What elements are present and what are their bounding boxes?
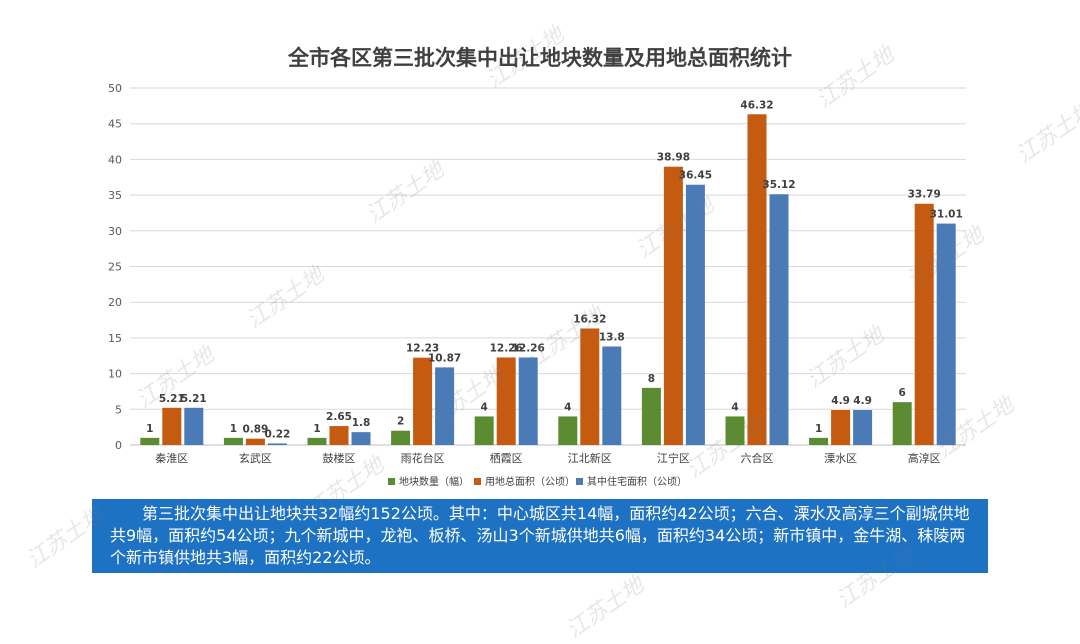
bar: [725, 416, 745, 445]
bar: [474, 416, 494, 445]
gridlines: [130, 87, 966, 446]
x-tick-label: 溧水区: [824, 451, 857, 465]
bar: [892, 402, 912, 445]
data-label: 31.01: [930, 209, 963, 221]
data-label: 5.21: [181, 393, 207, 405]
y-tick-label: 5: [115, 403, 122, 416]
x-tick-label: 栖霞区: [490, 451, 523, 465]
bar: [747, 114, 767, 445]
legend-swatch: [576, 478, 583, 485]
data-label: 4.9: [853, 395, 872, 407]
data-label: 1: [146, 423, 153, 435]
bar: [809, 437, 829, 445]
bar: [641, 387, 661, 445]
data-label: 1.8: [352, 417, 371, 429]
bar: [329, 426, 349, 445]
data-label: 4.9: [831, 395, 850, 407]
y-tick-label: 40: [108, 153, 122, 166]
y-tick-label: 35: [108, 189, 122, 202]
data-label: 35.12: [762, 179, 795, 191]
data-label: 2: [397, 416, 404, 428]
bar: [184, 407, 204, 445]
data-label: 4: [481, 401, 488, 413]
data-label: 5.21: [159, 393, 185, 405]
data-label: 1: [815, 423, 822, 435]
y-tick-label: 30: [108, 225, 122, 238]
bar: [435, 367, 455, 445]
data-label: 1: [313, 423, 320, 435]
bar: [580, 328, 600, 445]
data-label: 8: [648, 373, 655, 385]
bar: [496, 357, 516, 445]
legend-swatch: [474, 478, 481, 485]
bar: [853, 410, 873, 445]
bar: [558, 416, 578, 445]
bar: [162, 407, 182, 445]
data-label: 2.65: [326, 411, 352, 423]
y-axis: 0 5 10 15 20 25 30 35 40 45 50: [108, 82, 122, 452]
x-tick-label: 高淳区: [908, 451, 941, 465]
bar: [223, 437, 243, 445]
x-axis: 秦淮区 玄武区 鼓楼区 雨花台区 栖霞区 江北新区 江宁区 六合区 溧水区 高淳区: [155, 451, 940, 465]
y-tick-label: 45: [108, 118, 122, 131]
x-tick-label: 六合区: [741, 451, 774, 465]
bar: [602, 346, 622, 445]
data-label: 0.89: [242, 424, 268, 436]
bar: [351, 432, 371, 445]
bar: [914, 203, 934, 445]
bar: [831, 410, 851, 445]
y-tick-label: 20: [108, 296, 122, 309]
x-tick-label: 江宁区: [657, 451, 690, 465]
data-label: 1: [230, 423, 237, 435]
bar: [518, 357, 538, 445]
bar: [140, 437, 160, 445]
legend-item: 其中住宅面积（公顷）: [576, 475, 687, 488]
data-label: 12.26: [490, 342, 523, 354]
chart-title: 全市各区第三批次集中出让地块数量及用地总面积统计: [288, 46, 792, 70]
bar: [663, 166, 683, 445]
data-label: 4: [731, 401, 738, 413]
legend-label: 地块数量（幅）: [399, 475, 469, 488]
y-tick-label: 10: [108, 368, 122, 381]
bar: [245, 438, 265, 445]
y-tick-label: 25: [108, 261, 122, 274]
data-label: 33.79: [908, 189, 941, 201]
y-tick-label: 0: [115, 439, 122, 452]
bar: [685, 184, 705, 445]
bar: [391, 430, 411, 445]
x-tick-label: 秦淮区: [155, 451, 188, 465]
data-label: 36.45: [679, 170, 712, 182]
legend-label: 其中住宅面积（公顷）: [587, 475, 687, 488]
bar: [307, 437, 327, 445]
x-tick-label: 鼓楼区: [323, 451, 356, 465]
bar: [936, 223, 956, 445]
y-tick-label: 15: [108, 332, 122, 345]
data-label: 13.8: [599, 331, 625, 343]
legend-item: 用地总面积（公顷）: [474, 475, 575, 488]
y-tick-label: 50: [108, 82, 122, 95]
bar: [267, 443, 287, 445]
legend-label: 用地总面积（公顷）: [485, 475, 575, 488]
legend-swatch: [388, 478, 395, 485]
data-label: 12.26: [512, 342, 545, 354]
x-tick-label: 雨花台区: [401, 451, 445, 465]
data-label: 12.23: [406, 343, 439, 355]
x-tick-label: 江北新区: [568, 451, 612, 465]
summary-caption: 第三批次集中出让地块共32幅约152公顷。其中：中心城区共14幅，面积约42公顷…: [92, 499, 988, 573]
legend: 地块数量（幅） 用地总面积（公顷） 其中住宅面积（公顷）: [388, 475, 687, 488]
x-tick-label: 玄武区: [239, 451, 272, 465]
bar: [769, 194, 789, 445]
data-label: 4: [564, 401, 571, 413]
data-label: 6: [899, 387, 906, 399]
data-label: 0.22: [264, 428, 290, 440]
data-label: 16.32: [573, 313, 606, 325]
bar: [413, 357, 433, 445]
data-label: 38.98: [657, 152, 690, 164]
data-label: 10.87: [428, 352, 461, 364]
data-label: 46.32: [740, 99, 773, 111]
legend-item: 地块数量（幅）: [388, 475, 469, 488]
